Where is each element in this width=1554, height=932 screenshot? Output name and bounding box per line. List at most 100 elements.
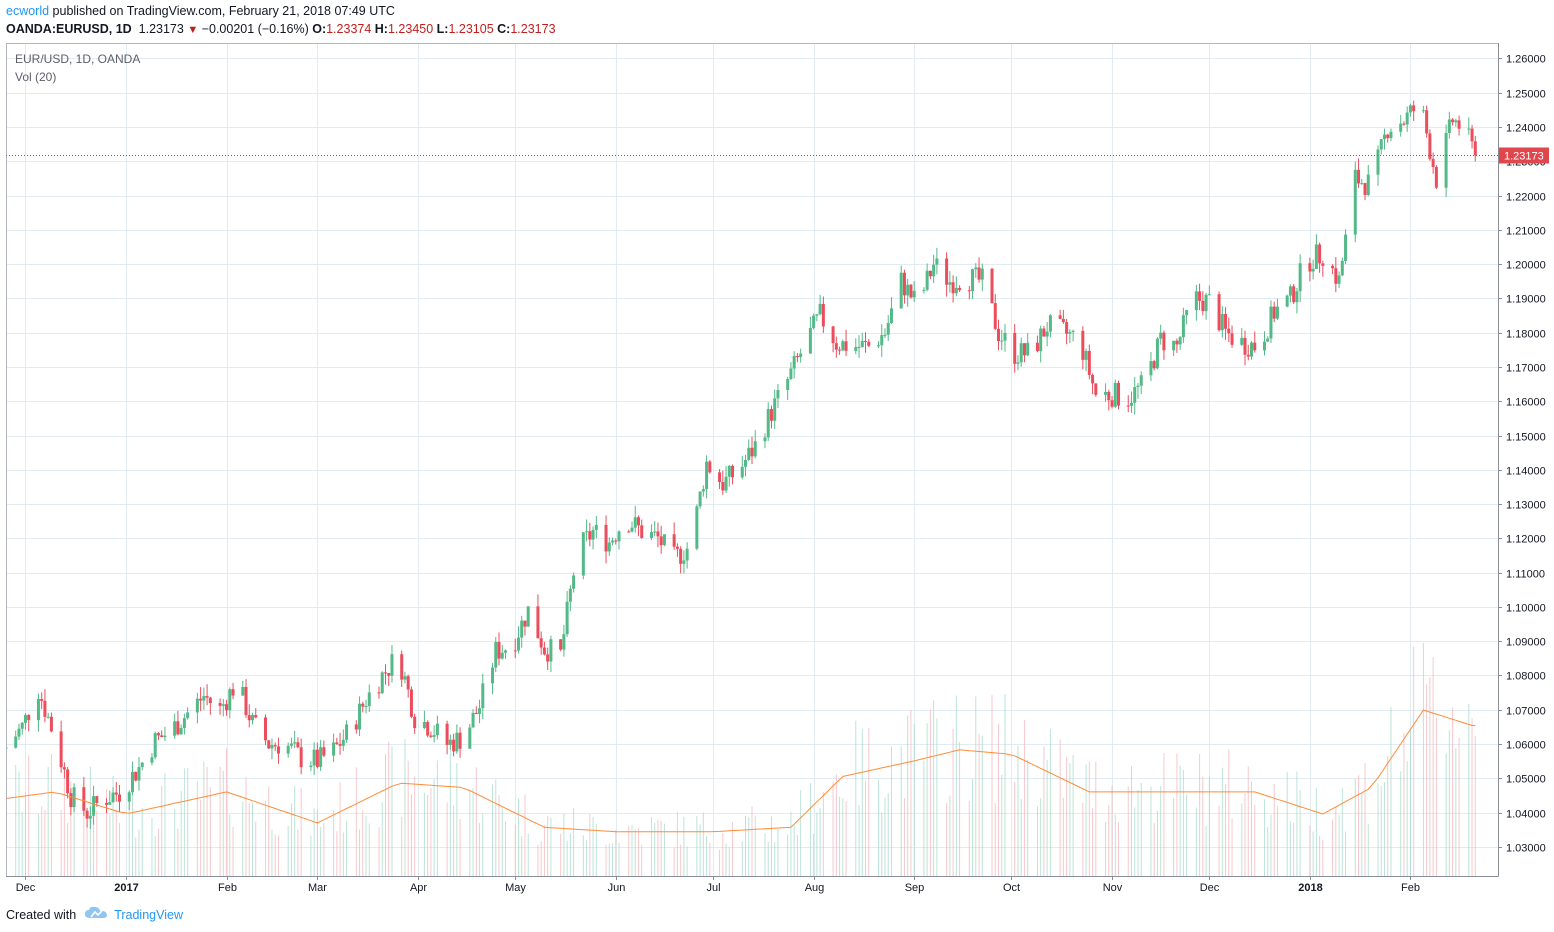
candle-body [335, 742, 339, 744]
candle-body [452, 739, 456, 752]
last-price-badge [1499, 147, 1549, 164]
candle-body [231, 689, 235, 696]
candle-body [85, 810, 89, 819]
candle-body [841, 341, 845, 351]
x-tick-label: Feb [1401, 882, 1420, 894]
candle-body [1321, 263, 1325, 266]
candle-body [1039, 328, 1043, 352]
candle-body [614, 540, 618, 542]
candle-body [604, 524, 608, 552]
candle-body [1194, 291, 1198, 311]
candle-body [105, 802, 109, 805]
candle-body [568, 588, 572, 602]
symbol-info-bar: OANDA:EURUSD, 1D 1.23173 ▼ −0.00201 (−0.… [6, 22, 556, 36]
candle-body [1334, 268, 1338, 284]
candle-body [1386, 134, 1390, 139]
candle-body [786, 378, 790, 391]
candle-body [82, 787, 86, 811]
candle-body [426, 722, 430, 736]
candle-body [630, 527, 634, 532]
candle-body [1091, 374, 1095, 384]
candle-body [293, 742, 297, 744]
chart-area[interactable]: 1.260001.250001.240001.230001.220001.210… [4, 43, 1549, 895]
candle-body [387, 673, 391, 676]
candle-body [267, 740, 271, 749]
candle-body [1152, 361, 1156, 369]
candle-body [718, 472, 722, 483]
candle-body [1087, 350, 1091, 375]
candle-body [494, 642, 498, 668]
y-tick-label: 1.12000 [1506, 534, 1546, 546]
candle-body [345, 724, 349, 740]
candle-body [221, 704, 225, 706]
candle-body [23, 714, 27, 723]
candle-body [1447, 119, 1451, 133]
candle-body [1159, 332, 1163, 339]
candle-body [679, 548, 683, 564]
candle-body [1314, 244, 1318, 269]
candle-body [520, 620, 524, 638]
y-tick-label: 1.16000 [1506, 397, 1546, 409]
x-tick-label: Sep [905, 882, 925, 894]
candle-body [993, 303, 997, 329]
candle-body [332, 742, 336, 756]
candle-body [195, 698, 199, 713]
candle-body [967, 290, 971, 292]
open-value: 1.23374 [326, 22, 372, 36]
candle-body [821, 303, 825, 327]
candle-body [906, 284, 910, 296]
candle-body [62, 767, 66, 770]
candle-body [1178, 337, 1182, 345]
candle-body [912, 290, 916, 298]
candle-body [867, 341, 871, 346]
candle-body [341, 739, 345, 746]
candle-body [448, 739, 452, 745]
candle-body [1172, 340, 1176, 351]
candle-body [727, 465, 731, 477]
open-label: O: [312, 22, 327, 36]
candle-body [491, 667, 495, 684]
y-tick-label: 1.20000 [1506, 260, 1546, 272]
candlestick-chart[interactable]: 1.260001.250001.240001.230001.220001.210… [4, 43, 1549, 895]
tradingview-link[interactable]: TradingView [114, 907, 183, 922]
candle-body [588, 531, 592, 540]
candle-body [108, 802, 112, 805]
candle-body [864, 340, 868, 342]
candle-body [263, 717, 267, 741]
candle-body [834, 343, 838, 350]
candle-body [471, 712, 475, 728]
candle-body [1139, 375, 1143, 386]
candle-body [951, 282, 955, 294]
candle-body [977, 267, 981, 280]
candle-body [299, 747, 303, 768]
candle-body [1298, 263, 1302, 292]
candle-body [338, 743, 342, 746]
tradingview-cloud-icon[interactable] [84, 906, 108, 923]
candle-body [111, 792, 115, 803]
candle-body [656, 531, 660, 537]
candle-body [503, 650, 507, 653]
candle-body [1337, 275, 1341, 284]
symbol-name[interactable]: OANDA:EURUSD, 1D [6, 22, 132, 36]
candle-body [296, 742, 300, 748]
candle-body [458, 732, 462, 749]
candle-body [922, 289, 926, 291]
y-tick-label: 1.09000 [1506, 637, 1546, 649]
y-tick-label: 1.05000 [1506, 774, 1546, 786]
y-tick-label: 1.22000 [1506, 192, 1546, 204]
author-link[interactable]: ecworld [6, 4, 50, 18]
candle-body [1353, 169, 1357, 235]
candle-body [549, 639, 553, 662]
candle-body [954, 287, 958, 294]
candle-body [1288, 286, 1292, 296]
candle-body [1444, 132, 1448, 188]
candle-body [377, 692, 381, 694]
candle-body [14, 736, 18, 748]
candle-body [1026, 342, 1030, 356]
candle-body [445, 723, 449, 745]
candle-body [591, 529, 595, 540]
candle-body [1113, 382, 1117, 407]
candle-body [69, 793, 73, 808]
candle-body [682, 560, 686, 564]
candle-body [1412, 105, 1416, 112]
